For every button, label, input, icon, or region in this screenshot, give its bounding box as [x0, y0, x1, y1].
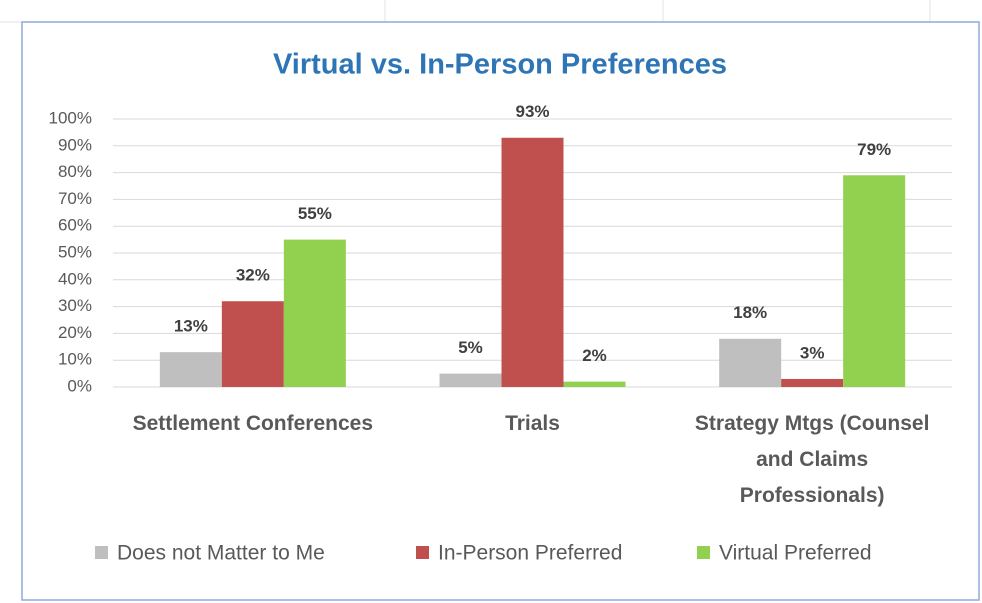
- legend-swatch: [416, 546, 429, 559]
- chart-title: Virtual vs. In-Person Preferences: [273, 49, 727, 81]
- data-label: 3%: [800, 343, 825, 362]
- bar: [159, 352, 222, 387]
- x-tick-label: Strategy Mtgs (Counsel and Claims Profes…: [694, 412, 930, 507]
- bar: [563, 381, 626, 387]
- data-label: 93%: [515, 102, 549, 121]
- y-tick-label: 80%: [58, 162, 92, 181]
- chart-border: [21, 21, 980, 601]
- y-tick-label: 0%: [67, 376, 92, 395]
- y-tick-label: 60%: [58, 216, 92, 235]
- legend-swatch: [95, 546, 108, 559]
- bar: [221, 301, 284, 387]
- legend-label: Does not Matter to Me: [117, 542, 325, 565]
- y-tick-label: 10%: [58, 350, 92, 369]
- data-label: 79%: [857, 140, 891, 159]
- y-tick-label: 30%: [58, 296, 92, 315]
- data-label: 5%: [458, 338, 483, 357]
- x-tick-label: Trials: [505, 412, 560, 435]
- sheet-grid: [0, 0, 931, 23]
- x-tick-label: Settlement Conferences: [132, 412, 374, 435]
- data-label: 13%: [174, 317, 208, 336]
- y-tick-label: 40%: [58, 269, 92, 288]
- bar: [439, 373, 502, 387]
- y-tick-label: 20%: [58, 323, 92, 342]
- data-label: 55%: [298, 204, 332, 223]
- legend-label: In-Person Preferred: [438, 542, 622, 565]
- bar: [719, 338, 782, 387]
- data-label: 2%: [582, 346, 607, 365]
- legend-label: Virtual Preferred: [719, 542, 872, 565]
- y-tick-label: 70%: [58, 189, 92, 208]
- legend-swatch: [697, 546, 710, 559]
- bar: [781, 378, 844, 387]
- data-label: 18%: [733, 303, 767, 322]
- bar: [283, 239, 346, 387]
- bar: [843, 175, 906, 387]
- y-tick-label: 50%: [58, 242, 92, 261]
- data-label: 32%: [236, 266, 270, 285]
- y-tick-label: 100%: [49, 108, 92, 127]
- bar: [501, 137, 564, 387]
- y-tick-label: 90%: [58, 135, 92, 154]
